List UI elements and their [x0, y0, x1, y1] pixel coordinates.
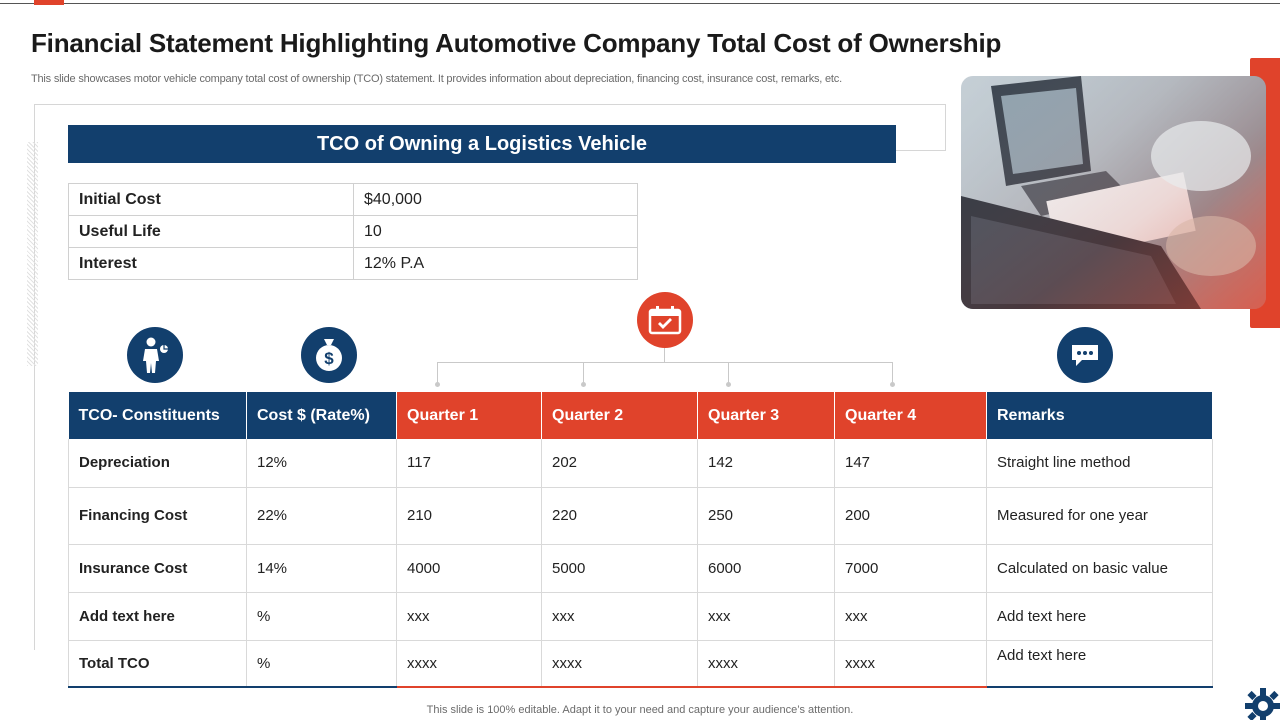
table-cell: xxxx [834, 640, 987, 688]
decorative-frame-edge [896, 150, 946, 151]
column-header: Quarter 1 [396, 392, 542, 439]
chat-bubble-icon [1057, 327, 1113, 383]
info-row: Useful Life 10 [68, 215, 638, 248]
table-cell: Add text here [986, 640, 1213, 688]
column-header: Quarter 3 [697, 392, 835, 439]
connector-dot [726, 382, 731, 387]
connector-line [728, 362, 729, 384]
tco-banner: TCO of Owning a Logistics Vehicle [68, 125, 896, 163]
column-header: Quarter 4 [834, 392, 987, 439]
table-cell: 142 [697, 439, 835, 488]
calendar-check-icon [637, 292, 693, 348]
decorative-frame [34, 104, 946, 650]
table-row: Add text here % xxx xxx xxx xxx Add text… [68, 592, 1213, 641]
connector-line [892, 362, 893, 384]
connector-line [437, 362, 893, 363]
table-cell: % [246, 592, 397, 641]
table-cell: Straight line method [986, 439, 1213, 488]
table-row: Financing Cost 22% 210 220 250 200 Measu… [68, 487, 1213, 545]
table-cell: 4000 [396, 544, 542, 593]
table-cell: 7000 [834, 544, 987, 593]
info-row: Interest 12% P.A [68, 247, 638, 280]
table-row: Insurance Cost 14% 4000 5000 6000 7000 C… [68, 544, 1213, 593]
table-cell: 220 [541, 487, 698, 545]
column-header: Remarks [986, 392, 1213, 439]
svg-text:$: $ [324, 349, 334, 368]
page-title: Financial Statement Highlighting Automot… [31, 28, 1002, 58]
table-cell: xxx [697, 592, 835, 641]
info-value: 10 [353, 215, 638, 248]
column-header: Cost $ (Rate%) [246, 392, 397, 439]
table-cell: 14% [246, 544, 397, 593]
table-cell: xxx [834, 592, 987, 641]
table-header-row: TCO- Constituents Cost $ (Rate%) Quarter… [68, 392, 1213, 439]
table-cell: xxx [396, 592, 542, 641]
info-label: Initial Cost [68, 183, 354, 216]
table-cell: 210 [396, 487, 542, 545]
table-cell: xxxx [541, 640, 698, 688]
info-label: Interest [68, 247, 354, 280]
table-cell: 200 [834, 487, 987, 545]
column-header: TCO- Constituents [68, 392, 247, 439]
businessman-icon [127, 327, 183, 383]
info-label: Useful Life [68, 215, 354, 248]
table-row: Depreciation 12% 117 202 142 147 Straigh… [68, 439, 1213, 488]
footer-note: This slide is 100% editable. Adapt it to… [426, 704, 854, 716]
connector-dot [581, 382, 586, 387]
table-cell: xxxx [396, 640, 542, 688]
table-cell: 22% [246, 487, 397, 545]
info-row: Initial Cost $40,000 [68, 183, 638, 216]
page-subtitle: This slide showcases motor vehicle compa… [31, 73, 842, 85]
connector-line [437, 362, 438, 384]
table-cell: 202 [541, 439, 698, 488]
table-cell: 117 [396, 439, 542, 488]
connector-line [583, 362, 584, 384]
money-bag-icon: $ [301, 327, 357, 383]
table-cell: Depreciation [68, 439, 247, 488]
connector-line [664, 348, 665, 362]
top-accent [34, 0, 64, 5]
info-value: $40,000 [353, 183, 638, 216]
connector-dot [890, 382, 895, 387]
table-cell: Calculated on basic value [986, 544, 1213, 593]
table-cell: Add text here [986, 592, 1213, 641]
table-cell: Financing Cost [68, 487, 247, 545]
table-cell: Total TCO [68, 640, 247, 688]
tco-table: TCO- Constituents Cost $ (Rate%) Quarter… [68, 392, 1213, 688]
table-cell: xxx [541, 592, 698, 641]
table-cell: 250 [697, 487, 835, 545]
table-cell: 5000 [541, 544, 698, 593]
info-table: Initial Cost $40,000 Useful Life 10 Inte… [68, 183, 638, 280]
table-cell: 6000 [697, 544, 835, 593]
table-cell: Measured for one year [986, 487, 1213, 545]
laptop-desk-photo [961, 76, 1266, 309]
table-cell: Insurance Cost [68, 544, 247, 593]
connector-dot [435, 382, 440, 387]
info-value: 12% P.A [353, 247, 638, 280]
table-cell: xxxx [697, 640, 835, 688]
column-header: Quarter 2 [541, 392, 698, 439]
table-cell: Add text here [68, 592, 247, 641]
table-cell: 147 [834, 439, 987, 488]
decorative-hatch [27, 142, 38, 366]
decorative-frame-edge [945, 104, 946, 150]
table-row: Total TCO % xxxx xxxx xxxx xxxx Add text… [68, 640, 1213, 688]
top-rule [0, 3, 1280, 4]
table-cell: 12% [246, 439, 397, 488]
gear-icon [1243, 686, 1280, 720]
table-cell: % [246, 640, 397, 688]
